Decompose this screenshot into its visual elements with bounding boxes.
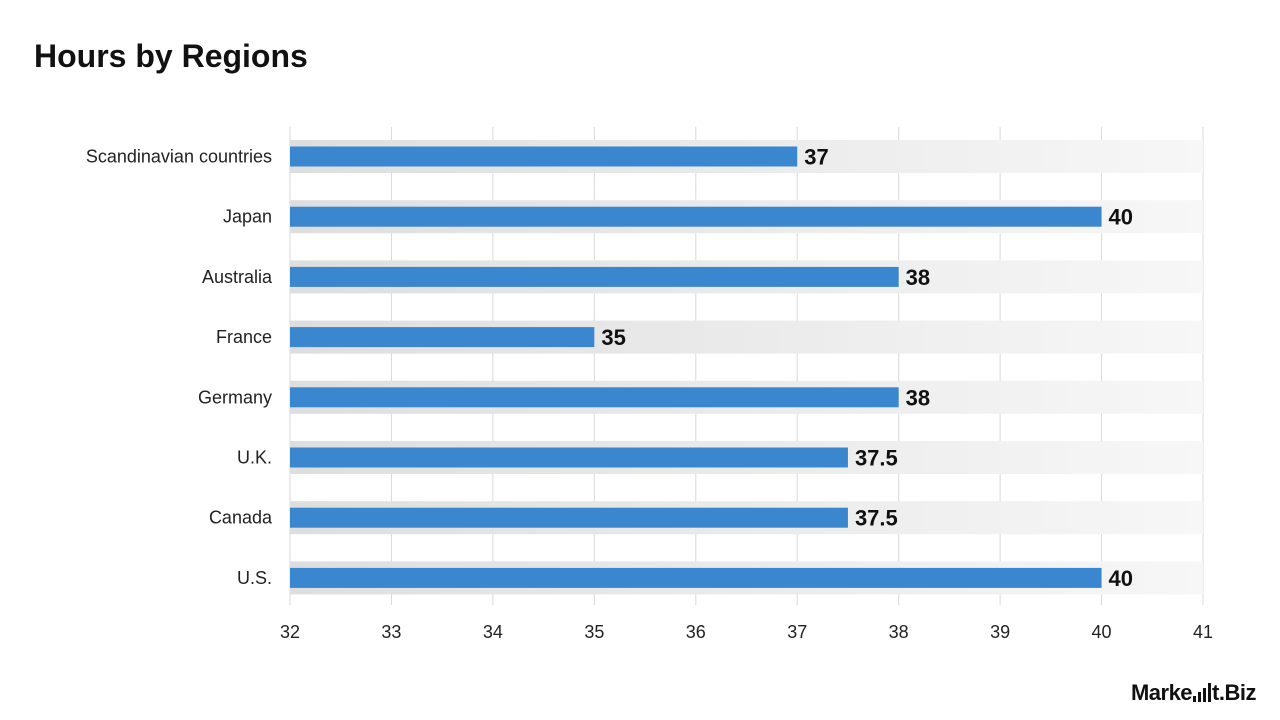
data-label: 40 bbox=[1109, 566, 1133, 591]
value-labels: 37 40 38 35 38 37.5 37.5 40 bbox=[601, 145, 1133, 591]
category-label: U.K. bbox=[237, 448, 272, 468]
data-label: 35 bbox=[601, 325, 625, 350]
x-tick-label: 36 bbox=[686, 622, 706, 642]
x-axis-ticks: 32 33 34 35 36 37 38 39 40 41 bbox=[280, 622, 1213, 642]
data-label: 38 bbox=[906, 265, 930, 290]
category-label: France bbox=[216, 327, 272, 347]
category-label: Scandinavian countries bbox=[86, 147, 272, 167]
bar bbox=[290, 567, 1102, 588]
x-tick-label: 34 bbox=[483, 622, 503, 642]
bar bbox=[290, 146, 798, 167]
category-label: Japan bbox=[223, 207, 272, 227]
brand-bars-icon bbox=[1193, 682, 1212, 702]
x-tick-label: 40 bbox=[1092, 622, 1112, 642]
x-tick-label: 41 bbox=[1193, 622, 1213, 642]
data-label: 37.5 bbox=[855, 506, 898, 531]
x-tick-label: 37 bbox=[787, 622, 807, 642]
bar bbox=[290, 266, 899, 287]
bar bbox=[290, 327, 595, 348]
category-label: Germany bbox=[198, 387, 272, 407]
category-label: U.S. bbox=[237, 568, 272, 588]
data-label: 38 bbox=[906, 385, 930, 410]
x-tick-label: 39 bbox=[990, 622, 1010, 642]
bar bbox=[290, 447, 848, 468]
bar bbox=[290, 507, 848, 528]
category-label: Canada bbox=[209, 508, 273, 528]
x-tick-label: 33 bbox=[381, 622, 401, 642]
bar bbox=[290, 206, 1102, 227]
bars bbox=[290, 146, 1102, 588]
bar bbox=[290, 387, 899, 408]
x-tick-label: 35 bbox=[584, 622, 604, 642]
chart-title: Hours by Regions bbox=[34, 38, 308, 74]
x-tick-label: 32 bbox=[280, 622, 300, 642]
category-labels: Scandinavian countries Japan Australia Fran… bbox=[86, 147, 273, 588]
brand-text-start: Marke bbox=[1130, 680, 1193, 705]
brand-text-end: t.Biz bbox=[1212, 680, 1256, 705]
data-label: 37.5 bbox=[855, 446, 898, 471]
data-label: 40 bbox=[1109, 205, 1133, 230]
category-label: Australia bbox=[202, 267, 273, 287]
x-tick-label: 38 bbox=[889, 622, 909, 642]
data-label: 37 bbox=[804, 145, 828, 170]
brand-logo: Marke t.Biz bbox=[1130, 680, 1257, 706]
